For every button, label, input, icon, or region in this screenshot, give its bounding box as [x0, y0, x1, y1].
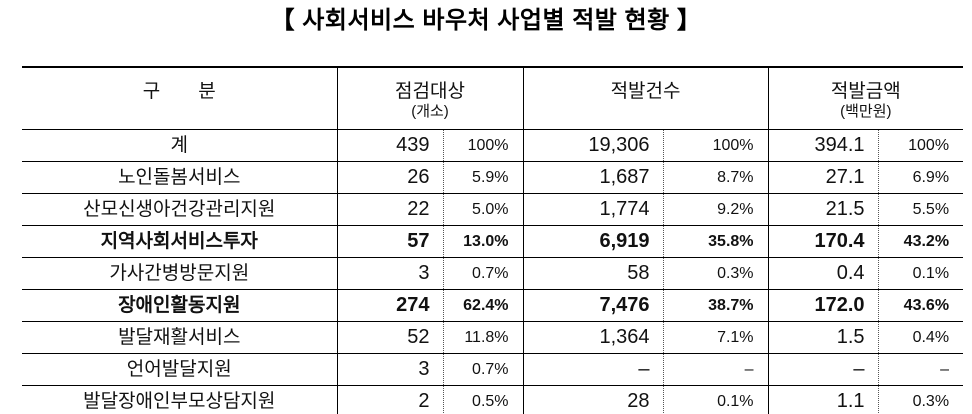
cell-amount: 394.1	[767, 129, 879, 161]
row-label: 노인돌봄서비스	[22, 160, 337, 193]
row-label: 장애인활동지원	[22, 288, 337, 321]
row-label: 지역사회서비스투자	[22, 224, 337, 257]
cell-detection-count: 1,687	[522, 160, 664, 193]
cell-amount-pct: 0.1%	[877, 256, 964, 289]
cell-inspection-count: 57	[336, 224, 443, 257]
column-header-unit: (개소)	[411, 103, 449, 120]
cell-amount: 1.5	[767, 320, 879, 353]
cell-detection-pct: 7.1%	[662, 320, 769, 353]
cell-detection-count: 6,919	[522, 224, 664, 257]
row-label: 언어발달지원	[22, 352, 337, 385]
cell-amount-pct: 5.5%	[877, 192, 964, 225]
cell-inspection-count: 3	[336, 352, 443, 385]
cell-inspection-pct: 100%	[442, 129, 524, 161]
cell-detection-pct: 8.7%	[662, 160, 769, 193]
cell-detection-count: 19,306	[522, 129, 664, 161]
cell-detection-pct: 38.7%	[662, 288, 769, 321]
voucher-detection-table: 구 분 점검대상 (개소) 적발건수 적발금액 (백만원) 계 439 100% 19…	[22, 66, 964, 414]
cell-detection-pct: 9.2%	[662, 192, 769, 225]
cell-amount: 27.1	[767, 160, 879, 193]
cell-amount: 1.1	[767, 384, 879, 414]
cell-inspection-count: 2	[336, 384, 443, 414]
page-title: 【 사회서비스 바우처 사업별 적발 현황 】	[270, 7, 702, 34]
column-header-inspection-targets: 점검대상 (개소)	[336, 67, 524, 130]
cell-amount-pct: 100%	[877, 129, 964, 161]
cell-inspection-pct: 13.0%	[442, 224, 524, 257]
cell-detection-pct: 35.8%	[662, 224, 769, 257]
table-row: 가사간병방문지원 3 0.7% 58 0.3% 0.4 0.1%	[22, 256, 964, 289]
table-row: 계 439 100% 19,306 100% 394.1 100%	[22, 129, 964, 161]
cell-inspection-pct: 62.4%	[442, 288, 524, 321]
cell-detection-pct: 0.1%	[662, 384, 769, 414]
cell-amount-pct: –	[877, 352, 964, 385]
cell-inspection-pct: 11.8%	[442, 320, 524, 353]
cell-amount-pct: 0.3%	[877, 384, 964, 414]
table-body: 계 439 100% 19,306 100% 394.1 100% 노인돌봄서비스 26 5.9%…	[22, 129, 964, 414]
cell-amount: 170.4	[767, 224, 879, 257]
column-header-label: 적발건수	[610, 81, 681, 102]
cell-amount: 172.0	[767, 288, 879, 321]
cell-detection-count: 28	[522, 384, 664, 414]
cell-inspection-count: 22	[336, 192, 443, 225]
cell-inspection-pct: 0.7%	[442, 352, 524, 385]
cell-inspection-pct: 5.0%	[442, 192, 524, 225]
cell-inspection-pct: 0.5%	[442, 384, 524, 414]
cell-inspection-count: 439	[336, 129, 443, 161]
table-row: 산모신생아건강관리지원 22 5.0% 1,774 9.2% 21.5 5.5%	[22, 192, 964, 225]
table-row: 발달장애인부모상담지원 2 0.5% 28 0.1% 1.1 0.3%	[22, 384, 964, 414]
table-row: 장애인활동지원 274 62.4% 7,476 38.7% 172.0 43.6%	[22, 288, 964, 321]
row-label: 계	[170, 134, 188, 156]
cell-amount-pct: 43.6%	[877, 288, 964, 321]
cell-detection-pct: –	[662, 352, 769, 385]
table-row: 지역사회서비스투자 57 13.0% 6,919 35.8% 170.4 43.2%	[22, 224, 964, 257]
column-header-detection-count: 적발건수	[522, 67, 769, 130]
row-label: 발달장애인부모상담지원	[22, 384, 337, 414]
column-header-label: 적발금액	[830, 81, 901, 102]
column-header-detection-amount: 적발금액 (백만원)	[767, 67, 964, 130]
cell-amount: –	[767, 352, 879, 385]
column-header-label: 점검대상	[395, 81, 465, 102]
table-row: 노인돌봄서비스 26 5.9% 1,687 8.7% 27.1 6.9%	[22, 160, 964, 193]
cell-detection-pct: 0.3%	[662, 256, 769, 289]
cell-amount-pct: 6.9%	[877, 160, 964, 193]
cell-inspection-count: 52	[336, 320, 443, 353]
column-header-unit: (백만원)	[840, 103, 892, 120]
cell-amount-pct: 43.2%	[877, 224, 964, 257]
column-header-category: 구 분	[22, 67, 337, 130]
row-label: 가사간병방문지원	[22, 256, 337, 289]
table-row: 발달재활서비스 52 11.8% 1,364 7.1% 1.5 0.4%	[22, 320, 964, 353]
table-header-row: 구 분 점검대상 (개소) 적발건수 적발금액 (백만원)	[22, 67, 964, 130]
row-label: 발달재활서비스	[22, 320, 337, 353]
cell-inspection-pct: 5.9%	[442, 160, 524, 193]
row-label: 산모신생아건강관리지원	[22, 192, 337, 225]
table-row: 언어발달지원 3 0.7% – – – –	[22, 352, 964, 385]
cell-detection-pct: 100%	[662, 129, 769, 161]
cell-detection-count: 58	[522, 256, 664, 289]
cell-amount: 0.4	[767, 256, 879, 289]
cell-inspection-count: 26	[336, 160, 443, 193]
cell-detection-count: 7,476	[522, 288, 664, 321]
cell-inspection-pct: 0.7%	[442, 256, 524, 289]
cell-inspection-count: 3	[336, 256, 443, 289]
cell-detection-count: –	[522, 352, 664, 385]
cell-amount: 21.5	[767, 192, 879, 225]
cell-detection-count: 1,364	[522, 320, 664, 353]
cell-inspection-count: 274	[336, 288, 443, 321]
cell-detection-count: 1,774	[522, 192, 664, 225]
cell-amount-pct: 0.4%	[877, 320, 964, 353]
